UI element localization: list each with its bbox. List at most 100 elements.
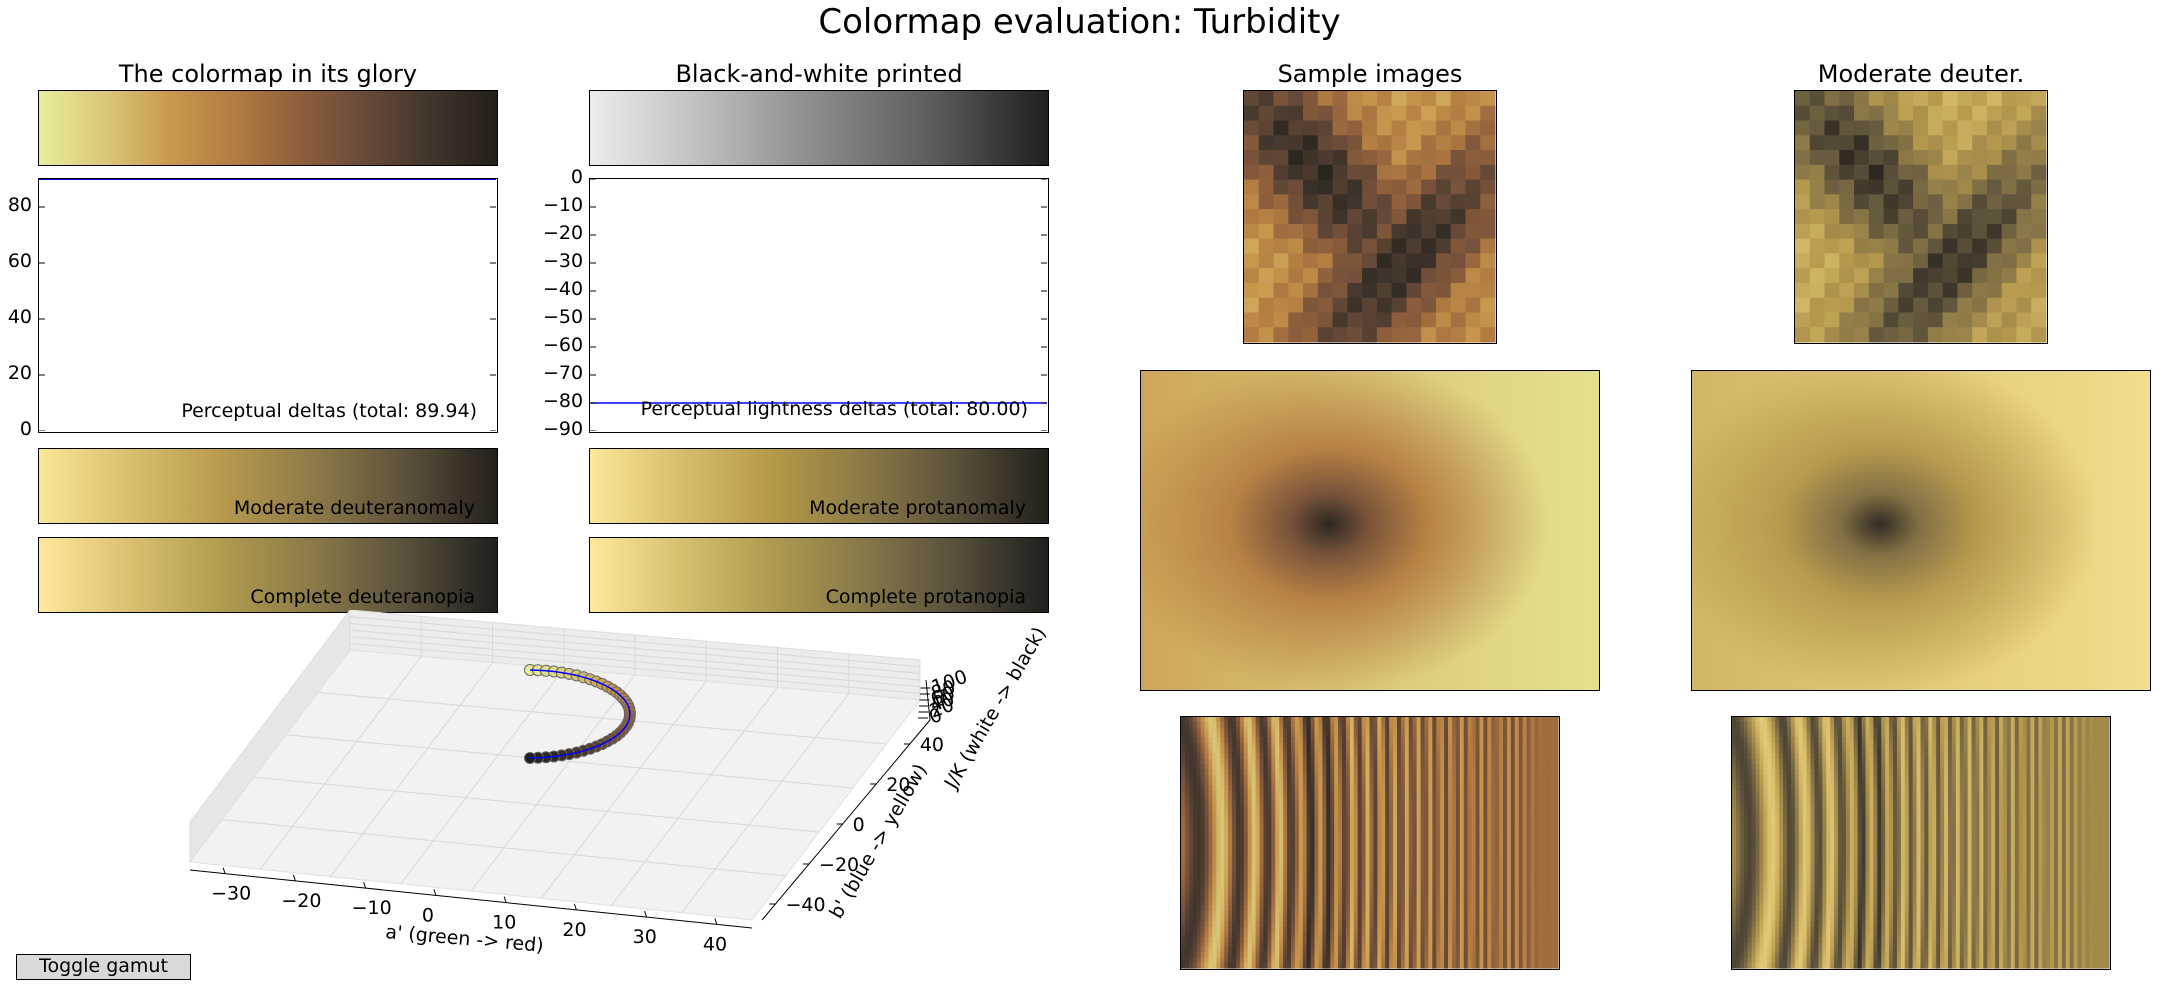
image-pixel — [1362, 253, 1378, 269]
image-pixel — [1389, 784, 1394, 791]
image-pixel — [1224, 732, 1229, 739]
image-pixel — [1200, 931, 1206, 938]
image-pixel — [1357, 884, 1363, 891]
image-pixel — [1475, 769, 1481, 776]
image-pixel — [1294, 847, 1300, 854]
image-pixel — [1809, 312, 1826, 328]
image-pixel — [1404, 858, 1410, 865]
image-pixel — [1432, 931, 1437, 938]
image-pixel — [1275, 920, 1280, 927]
image-pixel — [1506, 748, 1512, 755]
image-pixel — [1898, 209, 1914, 225]
image-pixel — [1287, 795, 1292, 802]
image-pixel — [1550, 832, 1555, 838]
colormap-3d-plot[interactable]: −30 −20 −10 0 10 20 30 40−40−200204002040608010… — [160, 610, 1060, 970]
image-pixel — [1483, 800, 1488, 807]
image-pixel — [1192, 727, 1198, 734]
image-pixel — [1373, 910, 1378, 917]
image-pixel — [1450, 194, 1466, 210]
image-pixel — [1424, 753, 1430, 760]
image-pixel — [1279, 717, 1284, 723]
image-pixel — [1412, 748, 1418, 755]
image-pixel — [1224, 790, 1229, 797]
image-pixel — [1204, 753, 1210, 760]
image-pixel — [1275, 753, 1280, 760]
image-pixel — [2031, 150, 2047, 166]
image-pixel — [1235, 790, 1241, 797]
image-pixel — [1212, 842, 1217, 849]
image-pixel — [1338, 816, 1343, 823]
image-pixel — [1432, 748, 1437, 755]
image-pixel — [1546, 764, 1551, 770]
image-pixel — [1451, 779, 1457, 786]
image-pixel — [1212, 795, 1217, 802]
image-pixel — [1275, 727, 1280, 734]
image-pixel — [1526, 852, 1532, 859]
image-pixel — [1314, 753, 1320, 760]
image-pixel — [1342, 941, 1347, 948]
image-pixel — [1338, 722, 1343, 729]
image-pixel — [1361, 837, 1367, 844]
image-pixel — [1306, 784, 1312, 791]
image-pixel — [1534, 764, 1539, 770]
image-pixel — [1408, 852, 1414, 859]
image-pixel — [1450, 312, 1466, 328]
image-pixel — [1275, 879, 1280, 885]
image-pixel — [1408, 811, 1414, 817]
image-pixel — [1181, 758, 1186, 765]
image-pixel — [1554, 879, 1559, 885]
image-pixel — [1288, 223, 1304, 240]
image-pixel — [1385, 764, 1390, 770]
image-pixel — [1467, 926, 1473, 932]
image-pixel — [1298, 941, 1304, 948]
image-pixel — [1259, 743, 1265, 749]
image-pixel — [1353, 732, 1359, 739]
image-pixel — [1188, 805, 1194, 812]
image-pixel — [1216, 852, 1221, 859]
image-pixel — [1451, 920, 1457, 927]
image-pixel — [1294, 858, 1300, 865]
image-pixel — [1243, 717, 1249, 723]
image-pixel — [1334, 905, 1339, 912]
image-pixel — [1204, 832, 1210, 838]
image-pixel — [1424, 900, 1430, 906]
image-pixel — [1495, 717, 1500, 723]
image-pixel — [1357, 858, 1363, 865]
image-pixel — [1306, 884, 1312, 891]
image-pixel — [1554, 795, 1559, 802]
image-pixel — [1824, 135, 1840, 151]
image-pixel — [1244, 297, 1260, 313]
image-pixel — [1554, 920, 1559, 927]
image-pixel — [1499, 900, 1504, 906]
image-pixel — [1396, 790, 1402, 797]
image-pixel — [1204, 795, 1210, 802]
image-pixel — [1287, 858, 1292, 865]
image-pixel — [1809, 150, 1826, 166]
image-pixel — [1546, 779, 1551, 786]
image-pixel — [1196, 790, 1202, 797]
image-pixel — [1424, 879, 1430, 885]
image-pixel — [1459, 920, 1465, 927]
image-pixel — [1318, 879, 1323, 885]
image-pixel — [1475, 889, 1481, 896]
image-pixel — [1306, 816, 1312, 823]
image-pixel — [1839, 312, 1855, 328]
image-pixel — [1239, 889, 1245, 896]
image-pixel — [1365, 784, 1371, 791]
image-pixel — [1314, 821, 1320, 828]
image-pixel — [1868, 135, 1885, 151]
image-pixel — [1326, 774, 1331, 781]
image-pixel — [1475, 926, 1481, 932]
perceptual-deltas-plot: Perceptual deltas (total: 89.94) — [38, 178, 498, 433]
image-pixel — [1275, 748, 1280, 755]
image-pixel — [1255, 920, 1261, 927]
image-pixel — [1444, 852, 1449, 859]
image-pixel — [1338, 905, 1343, 912]
image-pixel — [1196, 858, 1202, 865]
image-pixel — [1546, 753, 1551, 760]
image-pixel — [1412, 821, 1418, 828]
image-pixel — [1310, 842, 1316, 849]
image-pixel — [1479, 732, 1484, 739]
image-pixel — [1275, 947, 1280, 953]
image-pixel — [1220, 717, 1225, 723]
